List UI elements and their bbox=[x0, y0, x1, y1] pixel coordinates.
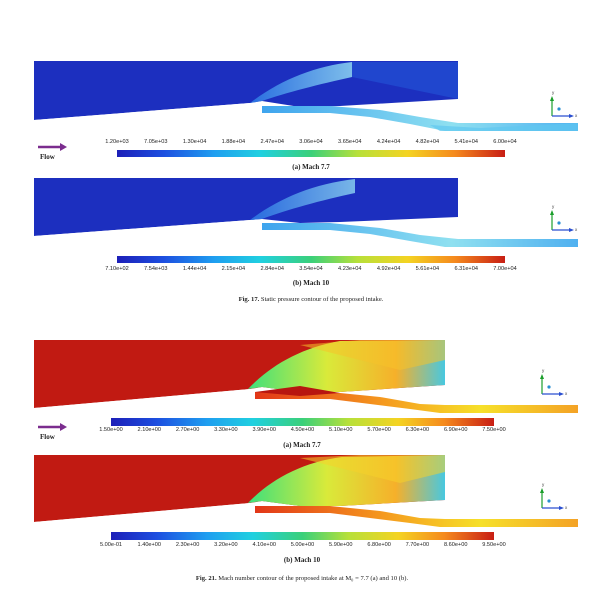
flow-label: Flow bbox=[40, 153, 55, 161]
fig21-caption-text: Mach number contour of the proposed inta… bbox=[218, 575, 409, 582]
colorbar-tick-label: 4.24e+04 bbox=[376, 139, 401, 145]
colorbar-tick-label: 5.00e-01 bbox=[99, 542, 123, 548]
colorbar-tick-label: 6.00e+04 bbox=[493, 139, 517, 145]
axis-y-label: y bbox=[542, 482, 545, 487]
colorbar-tick-label: 1.50e+00 bbox=[99, 427, 123, 433]
fig21b-contour bbox=[34, 455, 578, 530]
axis-y-label: y bbox=[542, 368, 545, 373]
colorbar-tick-label: 7.50e+00 bbox=[482, 427, 506, 433]
colorbar-tick-label: 4.23e+04 bbox=[338, 266, 362, 272]
fig17-caption-text: Static pressure contour of the proposed … bbox=[260, 296, 384, 303]
axis-x-label: x bbox=[565, 505, 568, 510]
fig17a-contour bbox=[34, 61, 578, 131]
colorbar-tick-label: 7.10e+02 bbox=[105, 266, 129, 272]
colorbar-tick-label: 6.31e+04 bbox=[454, 266, 478, 272]
colorbar-tick-label: 3.65e+04 bbox=[338, 139, 362, 145]
fig17a-colorbar-ticks: 1.20e+03 7.05e+03 1.30e+04 1.88e+04 2.47e+04… bbox=[105, 139, 517, 147]
colorbar-tick-label: 5.70e+00 bbox=[367, 427, 391, 433]
axis-x-label: x bbox=[575, 113, 578, 118]
colorbar-tick-label: 1.40e+00 bbox=[137, 542, 162, 548]
colorbar-tick-label: 3.90e+00 bbox=[252, 427, 276, 433]
colorbar-tick-label: 9.50e+00 bbox=[482, 542, 506, 548]
colorbar-tick-label: 2.30e+00 bbox=[175, 542, 200, 548]
flow-arrow-icon bbox=[38, 423, 67, 431]
colorbar-tick-label: 4.92e+04 bbox=[376, 266, 401, 272]
fig17b-colorbar bbox=[117, 256, 505, 263]
colorbar-tick-label: 5.90e+00 bbox=[329, 542, 353, 548]
colorbar-tick-label: 2.70e+00 bbox=[175, 427, 200, 433]
fig17-caption-number: Fig. 17. bbox=[238, 296, 260, 303]
colorbar-tick-label: 3.20e+00 bbox=[214, 542, 238, 548]
fig17-caption: Fig. 17. Static pressure contour of the … bbox=[239, 296, 384, 303]
colorbar-tick-label: 4.50e+00 bbox=[290, 427, 315, 433]
fig17b-label: (b) Mach 10 bbox=[292, 279, 330, 287]
colorbar-tick-label: 3.30e+00 bbox=[214, 427, 238, 433]
axis-x-label: x bbox=[565, 391, 568, 396]
fig21a-colorbar-ticks: 1.50e+00 2.10e+00 2.70e+00 3.30e+00 3.90e+00… bbox=[99, 427, 506, 435]
colorbar-tick-label: 5.61e+04 bbox=[415, 266, 440, 272]
colorbar-tick-label: 2.10e+00 bbox=[137, 427, 162, 433]
fig21b-colorbar-ticks: 5.00e-01 1.40e+00 2.30e+00 3.20e+00 4.10e+00… bbox=[100, 542, 506, 550]
colorbar-tick-label: 7.00e+04 bbox=[493, 266, 517, 272]
flow-arrow-icon bbox=[38, 143, 67, 151]
coordinate-axes-icon bbox=[540, 488, 564, 510]
axis-y-label: y bbox=[552, 90, 555, 95]
colorbar-tick-label: 7.70e+00 bbox=[405, 542, 430, 548]
colorbar-tick-label: 6.30e+00 bbox=[405, 427, 430, 433]
flow-label: Flow bbox=[40, 433, 55, 441]
colorbar-tick-label: 5.00e+00 bbox=[290, 542, 315, 548]
colorbar-tick-label: 2.15e+04 bbox=[221, 266, 246, 272]
colorbar-tick-label: 5.10e+00 bbox=[329, 427, 353, 433]
colorbar-tick-label: 7.05e+03 bbox=[144, 139, 168, 145]
fig21a-label: (a) Mach 7.7 bbox=[283, 441, 321, 449]
axis-y-label: y bbox=[552, 204, 555, 209]
fig21-caption: Fig. 21. Mach number contour of the prop… bbox=[196, 575, 408, 582]
colorbar-tick-label: 4.82e+04 bbox=[415, 139, 440, 145]
colorbar-tick-label: 1.44e+04 bbox=[182, 266, 207, 272]
fig21b-label: (b) Mach 10 bbox=[283, 556, 321, 564]
colorbar-tick-label: 2.47e+04 bbox=[260, 139, 284, 145]
fig17a-label: (a) Mach 7.7 bbox=[292, 163, 330, 171]
colorbar-tick-label: 7.54e+03 bbox=[144, 266, 168, 272]
colorbar-tick-label: 1.30e+04 bbox=[182, 139, 207, 145]
axis-x-label: x bbox=[575, 227, 578, 232]
colorbar-tick-label: 3.54e+04 bbox=[299, 266, 323, 272]
colorbar-tick-label: 3.06e+04 bbox=[299, 139, 323, 145]
colorbar-tick-label: 1.88e+04 bbox=[221, 139, 246, 145]
colorbar-tick-label: 2.84e+04 bbox=[260, 266, 284, 272]
coordinate-axes-icon bbox=[540, 374, 564, 396]
fig21-caption-number: Fig. 21. bbox=[195, 575, 217, 582]
colorbar-tick-label: 6.80e+00 bbox=[367, 542, 391, 548]
fig17a-colorbar bbox=[117, 150, 505, 157]
fig17b-contour bbox=[34, 178, 578, 247]
fig21a-colorbar bbox=[111, 418, 494, 426]
coordinate-axes-icon bbox=[550, 210, 574, 232]
fig21a-contour bbox=[34, 340, 578, 416]
colorbar-tick-label: 1.20e+03 bbox=[105, 139, 129, 145]
colorbar-tick-label: 5.41e+04 bbox=[454, 139, 478, 145]
colorbar-tick-label: 8.60e+00 bbox=[443, 542, 468, 548]
fig21b-colorbar bbox=[111, 532, 494, 540]
coordinate-axes-icon bbox=[550, 96, 574, 118]
fig17b-colorbar-ticks: 7.10e+02 7.54e+03 1.44e+04 2.15e+04 2.84e+04… bbox=[105, 266, 517, 274]
colorbar-tick-label: 4.10e+00 bbox=[252, 542, 276, 548]
colorbar-tick-label: 6.90e+00 bbox=[443, 427, 468, 433]
